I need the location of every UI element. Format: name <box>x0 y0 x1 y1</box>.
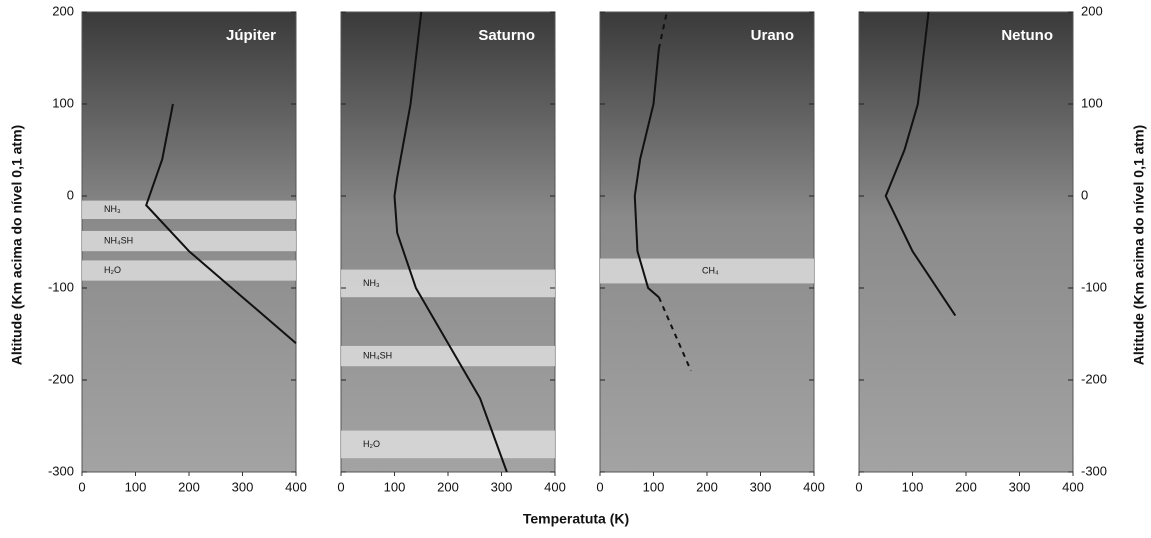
panel-title: Saturno <box>478 27 535 44</box>
panel-title: Netuno <box>1001 27 1053 44</box>
x-tick-label: 100 <box>125 479 147 494</box>
cloud-layer <box>82 230 296 252</box>
x-tick-label: 100 <box>643 479 665 494</box>
cloud-label: CH₄ <box>702 265 719 275</box>
x-tick-label: 100 <box>902 479 924 494</box>
y-tick-label-right: -100 <box>1081 279 1107 294</box>
x-tick-label: 200 <box>696 479 718 494</box>
y-tick-label: 100 <box>52 95 74 110</box>
x-tick-label: 300 <box>1009 479 1031 494</box>
panel-title: Urano <box>751 27 794 44</box>
x-tick-label: 300 <box>750 479 772 494</box>
x-tick-label: 100 <box>384 479 406 494</box>
y-tick-label-right: 0 <box>1081 187 1088 202</box>
panel-background <box>340 11 556 473</box>
cloud-layer <box>341 430 555 459</box>
y-tick-label-right: -200 <box>1081 371 1107 386</box>
cloud-label: NH₄SH <box>104 235 133 245</box>
cloud-label: H₂O <box>104 265 121 275</box>
x-tick-label: 0 <box>855 479 862 494</box>
x-tick-label: 300 <box>491 479 513 494</box>
x-tick-label: 400 <box>285 479 307 494</box>
temperature-profile <box>145 103 297 344</box>
y-tick-label-right: 100 <box>1081 95 1103 110</box>
x-tick-label: 400 <box>803 479 825 494</box>
y-axis-label-right: Altitude (Km acima do nível 0,1 atm) <box>1131 125 1147 365</box>
cloud-layer <box>341 345 555 367</box>
y-tick-label-right: 200 <box>1081 3 1103 18</box>
panel-title: Júpiter <box>226 27 276 44</box>
x-tick-label: 0 <box>78 479 85 494</box>
y-tick-label: 0 <box>67 187 74 202</box>
x-tick-label: 200 <box>178 479 200 494</box>
cloud-layer <box>600 258 814 284</box>
x-axis-label: Temperatuta (K) <box>523 511 629 527</box>
dashed-profile <box>657 296 692 372</box>
x-tick-label: 400 <box>1062 479 1084 494</box>
cloud-label: NH₃ <box>363 278 380 288</box>
x-tick-label: 0 <box>337 479 344 494</box>
x-tick-label: 200 <box>955 479 977 494</box>
cloud-label: NH₃ <box>104 204 121 214</box>
y-tick-label-right: -300 <box>1081 463 1107 478</box>
y-tick-label: -300 <box>48 463 74 478</box>
temperature-profile <box>884 11 957 317</box>
dashed-profile <box>657 11 668 50</box>
x-tick-label: 400 <box>544 479 566 494</box>
cloud-layer <box>82 200 296 219</box>
cloud-layer <box>82 260 296 281</box>
x-tick-label: 300 <box>232 479 254 494</box>
cloud-layer <box>341 269 555 298</box>
panel-background <box>599 11 815 473</box>
y-tick-label: -200 <box>48 371 74 386</box>
y-tick-label: -100 <box>48 279 74 294</box>
cloud-label: H₂O <box>363 439 380 449</box>
cloud-label: NH₄SH <box>363 350 392 360</box>
panel-background <box>858 11 1074 473</box>
x-tick-label: 0 <box>596 479 603 494</box>
x-tick-label: 200 <box>437 479 459 494</box>
temperature-profile <box>633 48 660 298</box>
y-axis-label: Altitude (Km acima do nível 0,1 atm) <box>9 125 25 365</box>
temperature-profile <box>393 11 508 473</box>
y-tick-label: 200 <box>52 3 74 18</box>
